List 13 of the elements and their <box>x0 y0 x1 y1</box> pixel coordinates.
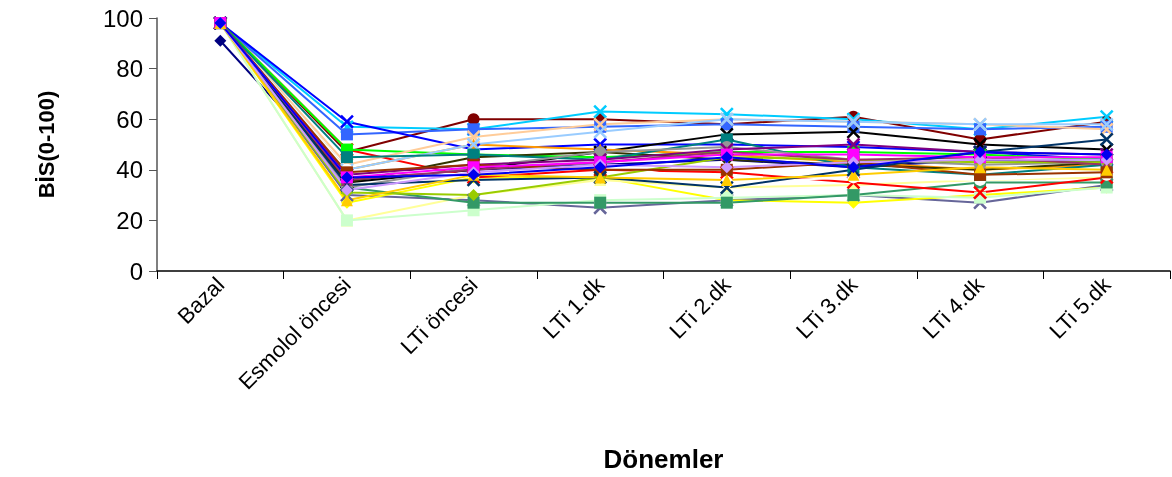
x-tick-label: LTi 1.dk <box>537 271 610 344</box>
y-tick-label: 60 <box>116 105 143 133</box>
y-tick-label: 0 <box>129 257 143 285</box>
y-tick-label: 100 <box>102 4 143 32</box>
y-axis-title: BİS(0-100) <box>33 90 59 199</box>
y-tick-label: 80 <box>116 55 143 83</box>
x-tick-label: LTi 3.dk <box>791 271 863 344</box>
y-tick-label: 40 <box>116 156 143 184</box>
x-axis-title: Dönemler <box>603 444 724 474</box>
x-tick-label: LTi 2.dk <box>664 271 737 344</box>
x-tick-label: LTi 5.dk <box>1044 271 1117 344</box>
y-tick-label: 20 <box>116 206 143 234</box>
x-tick-label: LTi 4.dk <box>917 271 990 344</box>
